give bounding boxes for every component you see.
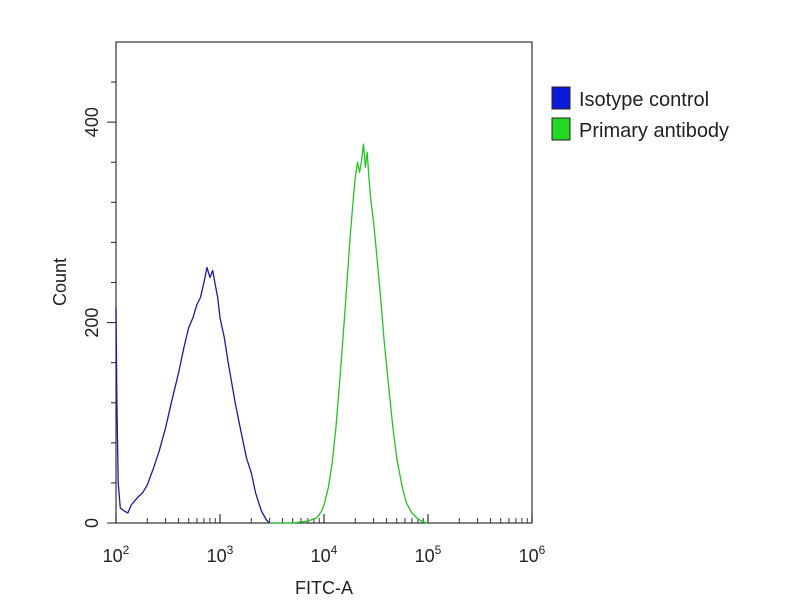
y-tick-label: 0 — [82, 518, 102, 528]
x-axis-title: FITC-A — [295, 578, 353, 598]
y-tick-label: 200 — [82, 308, 102, 338]
y-tick-label: 400 — [82, 107, 102, 137]
series-line-primary-antibody — [269, 143, 429, 524]
x-tick-label: 102 — [103, 543, 130, 566]
legend-item-isotype-control: Isotype control — [551, 86, 709, 111]
legend-label-primary-antibody: Primary antibody — [579, 120, 729, 142]
plot-frame — [115, 41, 533, 524]
x-tick-label: 103 — [207, 543, 234, 566]
legend-label-isotype-control: Isotype control — [579, 89, 709, 111]
legend-item-primary-antibody: Primary antibody — [551, 117, 729, 142]
legend-swatch-primary-antibody — [551, 117, 571, 141]
series-layer — [115, 143, 429, 524]
x-axis: 102 103 104 105 106 — [103, 514, 546, 566]
y-axis-title: Count — [50, 258, 70, 306]
x-tick-label: 106 — [519, 543, 546, 566]
x-tick-label: 104 — [311, 543, 338, 566]
y-axis: 0 200 400 — [82, 81, 116, 528]
x-tick-label: 105 — [415, 543, 442, 566]
legend-swatch-isotype-control — [551, 86, 571, 110]
legend: Isotype control Primary antibody — [551, 86, 729, 142]
series-line-isotype-control — [115, 266, 271, 524]
